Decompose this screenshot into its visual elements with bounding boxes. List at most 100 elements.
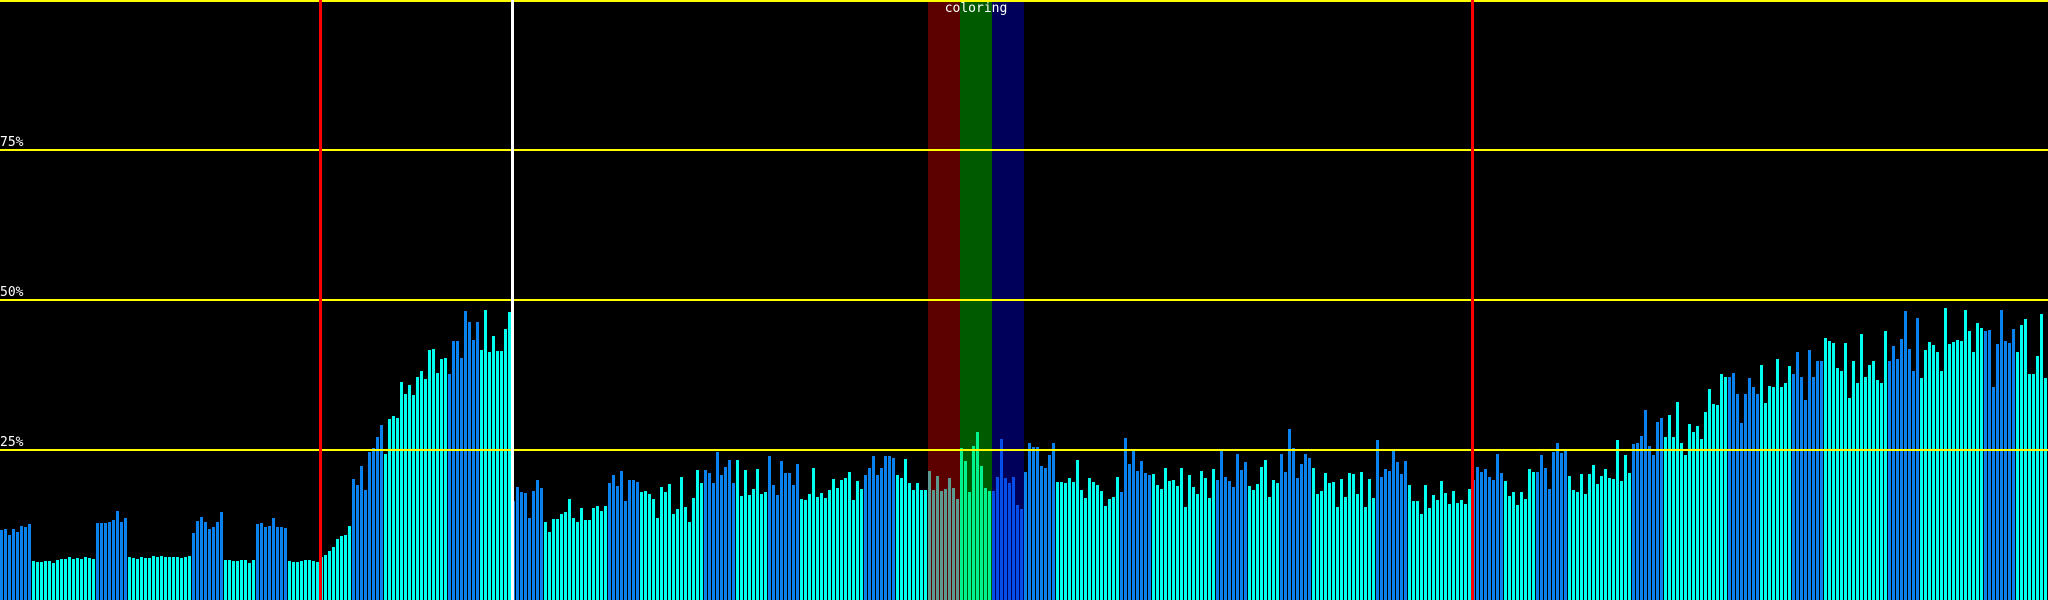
- bar-159: [636, 481, 639, 600]
- bar-250: [1000, 439, 1003, 600]
- bar-271: [1084, 498, 1087, 600]
- bar-491: [1964, 309, 1967, 600]
- bar-234: [936, 475, 939, 600]
- bar-208: [832, 478, 835, 600]
- bar-401: [1604, 469, 1607, 600]
- bar-171: [684, 507, 687, 600]
- bar-117: [468, 321, 471, 600]
- bar-483: [1932, 345, 1935, 600]
- bar-486: [1944, 308, 1947, 600]
- bar-69: [276, 526, 279, 600]
- bar-131: [524, 493, 527, 600]
- bar-257: [1028, 442, 1031, 600]
- bar-335: [1340, 478, 1343, 600]
- bar-350: [1400, 474, 1403, 600]
- bar-361: [1444, 493, 1447, 600]
- bar-220: [880, 468, 883, 600]
- bar-14: [56, 559, 59, 600]
- bar-5: [20, 525, 23, 600]
- bar-9: [36, 562, 39, 600]
- bar-36: [144, 558, 147, 600]
- bar-395: [1580, 474, 1583, 600]
- bar-215: [860, 489, 863, 600]
- bar-365: [1460, 499, 1463, 600]
- bar-156: [624, 501, 627, 600]
- bar-88: [352, 479, 355, 600]
- bar-253: [1012, 477, 1015, 600]
- bar-177: [708, 472, 711, 600]
- bar-497: [1988, 330, 1991, 600]
- bar-358: [1432, 495, 1435, 600]
- bar-41: [164, 557, 167, 600]
- bar-426: [1704, 412, 1707, 600]
- bar-248: [992, 490, 995, 600]
- bar-505: [2020, 325, 2023, 600]
- bar-261: [1044, 468, 1047, 600]
- bar-409: [1636, 442, 1639, 600]
- bar-228: [912, 490, 915, 600]
- bar-118: [472, 340, 475, 600]
- bar-103: [412, 394, 415, 600]
- bar-201: [804, 499, 807, 600]
- bar-71: [284, 528, 287, 600]
- bar-489: [1956, 339, 1959, 600]
- bar-329: [1316, 493, 1319, 600]
- bar-144: [576, 522, 579, 600]
- bar-146: [584, 520, 587, 600]
- bar-510: [2040, 314, 2043, 600]
- bar-326: [1304, 454, 1307, 600]
- bar-400: [1600, 476, 1603, 600]
- bar-398: [1592, 465, 1595, 600]
- bar-167: [668, 484, 671, 600]
- bar-123: [492, 336, 495, 600]
- bar-53: [212, 526, 215, 600]
- bar-51: [204, 522, 207, 600]
- bar-205: [820, 493, 823, 600]
- bar-467: [1868, 364, 1871, 600]
- bar-139: [556, 519, 559, 600]
- bar-320: [1280, 454, 1283, 600]
- bar-93: [372, 447, 375, 600]
- bar-416: [1664, 436, 1667, 600]
- bar-194: [776, 495, 779, 600]
- bar-197: [788, 472, 791, 600]
- bar-140: [560, 514, 563, 600]
- bar-164: [656, 517, 659, 600]
- bar-13: [52, 562, 55, 600]
- bar-104: [416, 376, 419, 600]
- bar-388: [1552, 452, 1555, 600]
- bar-506: [2024, 318, 2027, 600]
- bar-210: [840, 480, 843, 600]
- bar-176: [704, 469, 707, 600]
- bar-38: [152, 556, 155, 600]
- bar-323: [1292, 448, 1295, 600]
- bar-76: [304, 560, 307, 600]
- bar-380: [1520, 492, 1523, 600]
- bar-242: [968, 492, 971, 600]
- bar-442: [1768, 385, 1771, 600]
- bar-352: [1408, 484, 1411, 600]
- bar-290: [1160, 489, 1163, 600]
- bar-240: [960, 448, 963, 600]
- bar-119: [476, 321, 479, 600]
- bar-185: [740, 496, 743, 600]
- bar-124: [496, 351, 499, 600]
- bar-382: [1528, 469, 1531, 600]
- bar-163: [652, 499, 655, 600]
- bar-473: [1892, 346, 1895, 600]
- bar-434: [1736, 393, 1739, 600]
- bar-31: [124, 517, 127, 600]
- bar-464: [1856, 382, 1859, 600]
- bar-317: [1268, 496, 1271, 600]
- bar-354: [1416, 501, 1419, 600]
- bar-466: [1864, 376, 1867, 600]
- bar-370: [1480, 472, 1483, 600]
- bar-410: [1640, 435, 1643, 600]
- bar-330: [1320, 490, 1323, 600]
- bar-374: [1496, 454, 1499, 600]
- bar-187: [748, 495, 751, 600]
- bar-101: [404, 393, 407, 600]
- bar-149: [596, 505, 599, 600]
- bar-451: [1804, 399, 1807, 600]
- bar-273: [1092, 481, 1095, 600]
